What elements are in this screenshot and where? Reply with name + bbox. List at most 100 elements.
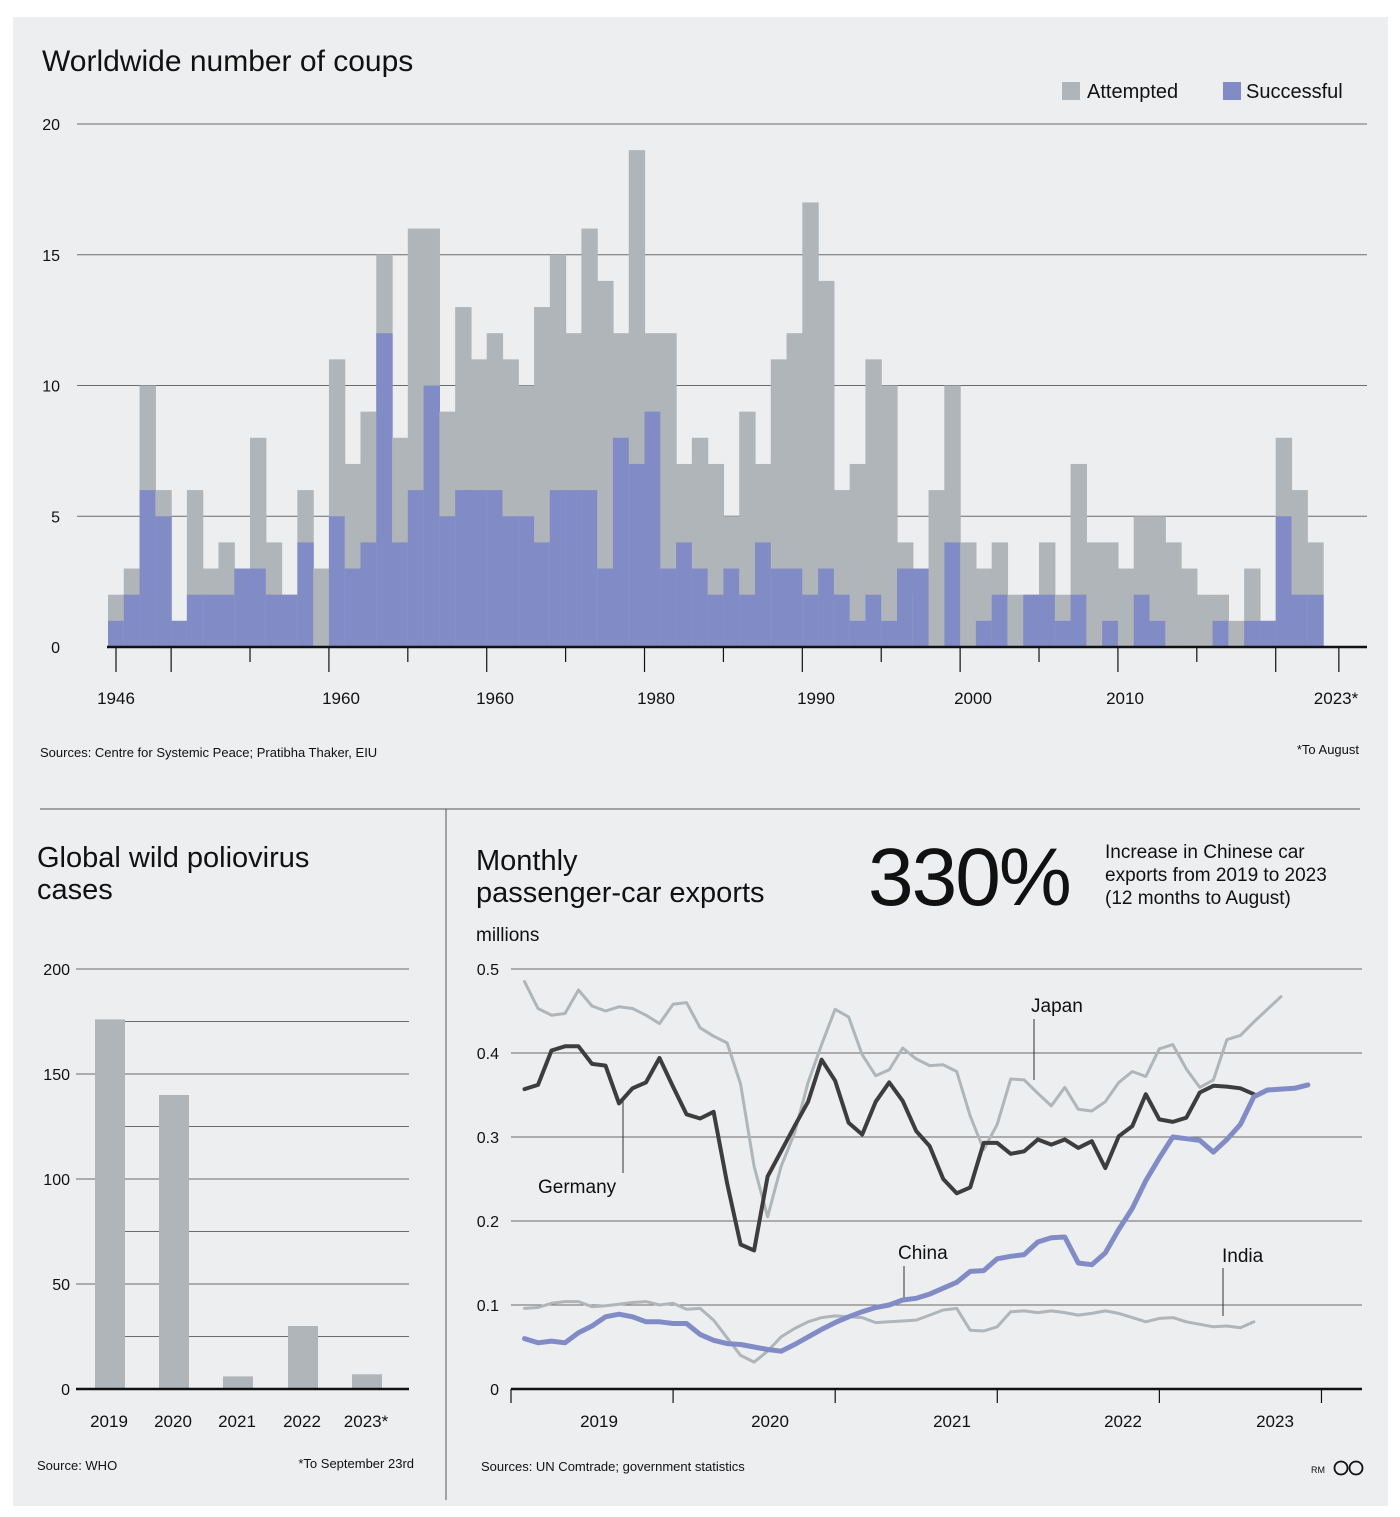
cars-x-label-2021: 2021 [933, 1412, 971, 1431]
bar-successful-1999 [944, 542, 961, 647]
cars-series-lines [522, 980, 1311, 1364]
line-india [523, 1300, 1256, 1364]
bar-successful-1976 [581, 490, 598, 647]
coups-legend: Attempted Successful [1062, 81, 1343, 103]
coups-y-tick-label: 10 [42, 379, 60, 396]
bar-attempted-1991 [818, 280, 835, 647]
polio-x-label: 2019 [90, 1412, 128, 1431]
bar-successful-1972 [518, 516, 535, 647]
bar-successful-1950 [171, 620, 188, 647]
cars-big-stat: 330% [868, 832, 1070, 923]
bar-successful-1952 [202, 594, 220, 647]
coups-x-label-1980: 1980 [637, 689, 675, 708]
bar-successful-1980 [644, 411, 661, 647]
bar-successful-2020 [1275, 516, 1293, 647]
bar-successful-1978 [612, 437, 630, 647]
polio-x-label: 2023* [344, 1412, 389, 1431]
bar-successful-2006 [1054, 620, 1072, 647]
bar-attempted-2008 [1086, 542, 1103, 647]
cars-x-tick-labels: 2019 2020 2021 2022 2023 [580, 1412, 1294, 1431]
line-germany [522, 1044, 1256, 1253]
bar-successful-2012 [1149, 620, 1166, 647]
bar-successful-1994 [865, 594, 882, 647]
cars-title-line2: passenger-car exports [476, 877, 765, 909]
bar-successful-2018 [1244, 620, 1261, 647]
cars-stat-line1: Increase in Chinese car [1105, 842, 1305, 863]
bar-successful-1961 [344, 568, 362, 647]
legend-label-successful: Successful [1246, 81, 1343, 103]
bar-successful-1971 [502, 516, 519, 647]
bar-attempted-1998 [928, 490, 945, 647]
polio-chart: Global wild poliovirus cases 0 50 100 150 20… [37, 842, 414, 1473]
label-germany: Germany [538, 1177, 617, 1198]
coups-y-tick-label: 5 [51, 509, 60, 526]
bar-attempted-1995 [881, 385, 898, 647]
coups-x-label-2010: 2010 [1106, 689, 1144, 708]
bar-successful-1948 [139, 490, 156, 647]
bar-attempted-2013 [1165, 542, 1182, 647]
bar-successful-1985 [723, 568, 740, 647]
bar-successful-2007 [1070, 594, 1087, 647]
coups-chart: Worldwide number of coups Attempted Succ… [40, 45, 1367, 760]
bar-successful-1988 [770, 568, 788, 647]
bar-successful-1977 [597, 568, 614, 647]
bar-attempted-2010 [1117, 568, 1135, 647]
bar-successful-2009 [1102, 620, 1119, 647]
bar-successful-1966 [423, 385, 440, 647]
bar-successful-1982 [676, 542, 693, 647]
bar-successful-2011 [1133, 594, 1151, 647]
cars-source: Sources: UN Comtrade; government statist… [481, 1459, 745, 1474]
line-japan [523, 980, 1283, 1219]
cars-y-tick-label: 0.3 [477, 1130, 499, 1147]
cars-x-ticks [510, 1389, 1323, 1403]
bar-successful-1965 [407, 490, 425, 647]
cars-x-label-2023: 2023 [1256, 1412, 1294, 1431]
bar-successful-1973 [534, 542, 551, 647]
bar-attempted-1994 [865, 359, 882, 647]
bar-successful-2022 [1307, 594, 1324, 647]
coups-bars [108, 150, 1324, 647]
bar-successful-1984 [707, 594, 725, 647]
polio-bar-2022 [288, 1326, 318, 1389]
bar-successful-1960 [328, 516, 346, 647]
bar-successful-2005 [1039, 594, 1056, 647]
bar-successful-1946 [108, 620, 125, 647]
coups-x-ticks [115, 647, 1340, 672]
label-japan: Japan [1031, 996, 1083, 1017]
bar-attempted-2015 [1196, 594, 1214, 647]
coups-y-tick-labels: 0 5 10 15 20 [42, 117, 60, 657]
bar-successful-1995 [881, 620, 898, 647]
cars-annotation-leaders [622, 1019, 1224, 1316]
chart-panel [13, 17, 1388, 1506]
copyright-logo [1333, 1460, 1364, 1476]
polio-x-label: 2021 [218, 1412, 256, 1431]
label-india: India [1222, 1246, 1264, 1267]
polio-gridlines [76, 968, 409, 1337]
bar-successful-1996 [897, 568, 914, 647]
polio-bar-2020 [159, 1095, 189, 1389]
bar-attempted-2014 [1181, 568, 1198, 647]
bar-successful-1993 [849, 620, 867, 647]
bar-successful-1970 [486, 490, 504, 647]
bar-successful-1997 [912, 568, 930, 647]
bar-successful-1981 [660, 568, 677, 647]
cars-stat-line3: (12 months to August) [1105, 888, 1291, 909]
label-china: China [898, 1243, 948, 1264]
polio-y-tick-label: 100 [43, 1172, 70, 1189]
coups-x-label-2000: 2000 [954, 689, 992, 708]
bar-attempted-2012 [1149, 516, 1166, 647]
cars-unit-label: millions [476, 925, 539, 946]
bar-successful-1983 [691, 568, 709, 647]
polio-y-tick-label: 50 [52, 1277, 70, 1294]
polio-x-label: 2022 [283, 1412, 321, 1431]
coups-footnote: *To August [1297, 742, 1360, 757]
coups-x-label-1946: 1946 [97, 689, 135, 708]
credit-initials: RM [1311, 1465, 1325, 1475]
bar-successful-2019 [1259, 620, 1277, 647]
coups-y-tick-label: 20 [42, 117, 60, 134]
bar-successful-1957 [281, 594, 298, 647]
coups-x-label-1960-b: 1960 [476, 689, 514, 708]
bar-successful-1969 [470, 490, 488, 647]
bar-successful-1987 [754, 542, 772, 647]
bar-successful-1992 [833, 594, 851, 647]
